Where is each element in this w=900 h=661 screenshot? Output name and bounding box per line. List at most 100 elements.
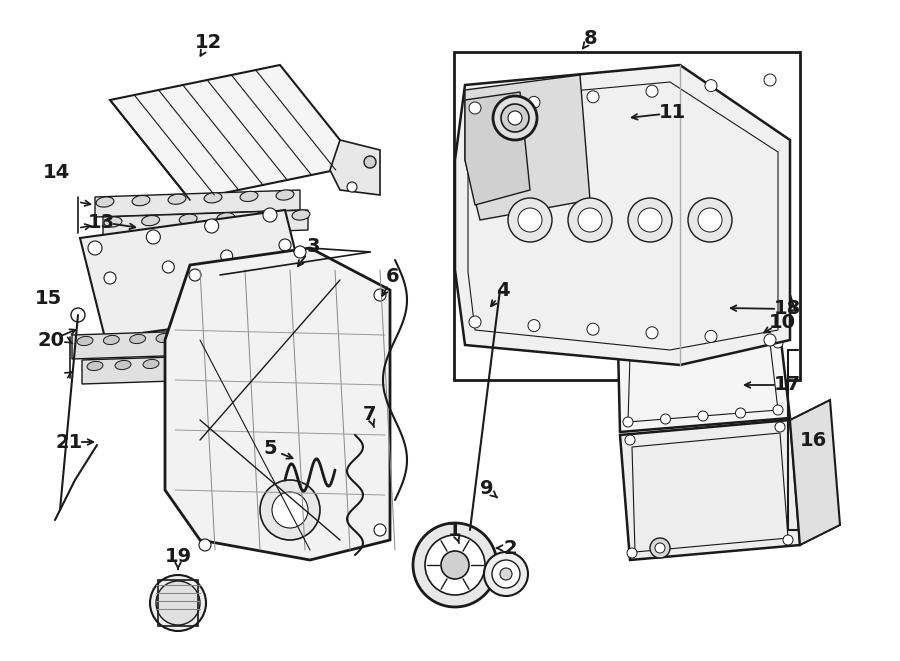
Circle shape (705, 330, 717, 342)
Text: 1: 1 (448, 522, 462, 541)
Polygon shape (465, 75, 590, 220)
Circle shape (528, 320, 540, 332)
Ellipse shape (209, 331, 225, 340)
Circle shape (263, 208, 277, 222)
Text: 2: 2 (503, 539, 517, 557)
Circle shape (492, 560, 520, 588)
Circle shape (501, 104, 529, 132)
Circle shape (638, 208, 662, 232)
Polygon shape (103, 210, 308, 237)
Circle shape (374, 524, 386, 536)
Polygon shape (72, 329, 255, 359)
Circle shape (260, 480, 320, 540)
Circle shape (623, 417, 633, 427)
Circle shape (568, 198, 612, 242)
Ellipse shape (235, 330, 251, 340)
Circle shape (735, 341, 745, 351)
Ellipse shape (104, 217, 122, 227)
Ellipse shape (179, 214, 197, 224)
Circle shape (623, 350, 633, 360)
Polygon shape (455, 65, 790, 365)
Text: 11: 11 (659, 104, 686, 122)
Circle shape (698, 411, 708, 421)
Text: 14: 14 (43, 163, 70, 182)
Polygon shape (620, 420, 800, 560)
Circle shape (698, 344, 708, 354)
Circle shape (469, 316, 481, 328)
Circle shape (587, 91, 599, 103)
Circle shape (441, 551, 469, 579)
Circle shape (764, 74, 776, 86)
Circle shape (156, 581, 200, 625)
Circle shape (775, 422, 785, 432)
Circle shape (199, 539, 211, 551)
Circle shape (469, 102, 481, 114)
Bar (158, 580, 198, 626)
Text: 16: 16 (800, 430, 827, 449)
Circle shape (71, 308, 85, 322)
Polygon shape (618, 332, 790, 432)
Circle shape (655, 543, 665, 553)
Ellipse shape (130, 334, 146, 344)
Text: 10: 10 (769, 313, 796, 332)
Text: 13: 13 (87, 212, 114, 231)
Ellipse shape (132, 196, 150, 206)
Polygon shape (790, 400, 840, 545)
Polygon shape (270, 278, 325, 318)
Ellipse shape (156, 333, 172, 342)
Ellipse shape (199, 358, 215, 367)
Circle shape (587, 323, 599, 335)
Polygon shape (82, 354, 265, 384)
Text: 6: 6 (386, 266, 400, 286)
Text: 19: 19 (165, 547, 192, 566)
Text: 4: 4 (496, 282, 509, 301)
Text: 3: 3 (306, 237, 319, 256)
Circle shape (104, 272, 116, 284)
Text: 18: 18 (773, 299, 801, 319)
Circle shape (627, 548, 637, 558)
Ellipse shape (670, 291, 730, 319)
Ellipse shape (276, 190, 294, 200)
Text: 8: 8 (584, 28, 598, 48)
Circle shape (189, 269, 201, 281)
Text: 21: 21 (56, 432, 83, 451)
Circle shape (518, 208, 542, 232)
Ellipse shape (292, 210, 310, 220)
Text: 5: 5 (263, 440, 277, 459)
Ellipse shape (96, 197, 114, 207)
Circle shape (492, 282, 508, 298)
Circle shape (646, 85, 658, 97)
Circle shape (500, 568, 512, 580)
Ellipse shape (240, 191, 258, 202)
Ellipse shape (255, 356, 271, 365)
Ellipse shape (104, 335, 120, 344)
Text: 20: 20 (38, 330, 65, 350)
Polygon shape (618, 265, 795, 345)
Bar (454, 52, 800, 380)
Ellipse shape (204, 193, 222, 203)
Circle shape (88, 241, 102, 255)
Polygon shape (165, 248, 390, 560)
Ellipse shape (143, 360, 159, 369)
Circle shape (493, 96, 537, 140)
Circle shape (204, 219, 219, 233)
Ellipse shape (168, 194, 186, 204)
Ellipse shape (87, 362, 103, 371)
Circle shape (508, 198, 552, 242)
Ellipse shape (141, 215, 159, 225)
Circle shape (364, 156, 376, 168)
Text: 9: 9 (481, 479, 494, 498)
Circle shape (279, 239, 291, 251)
Polygon shape (330, 140, 380, 195)
Ellipse shape (77, 336, 93, 346)
Circle shape (661, 347, 670, 357)
Polygon shape (465, 92, 530, 205)
Circle shape (773, 338, 783, 348)
Circle shape (150, 575, 206, 631)
Circle shape (628, 198, 672, 242)
Circle shape (764, 334, 776, 346)
Circle shape (484, 552, 528, 596)
Circle shape (147, 230, 160, 244)
Circle shape (374, 289, 386, 301)
Circle shape (294, 246, 306, 258)
